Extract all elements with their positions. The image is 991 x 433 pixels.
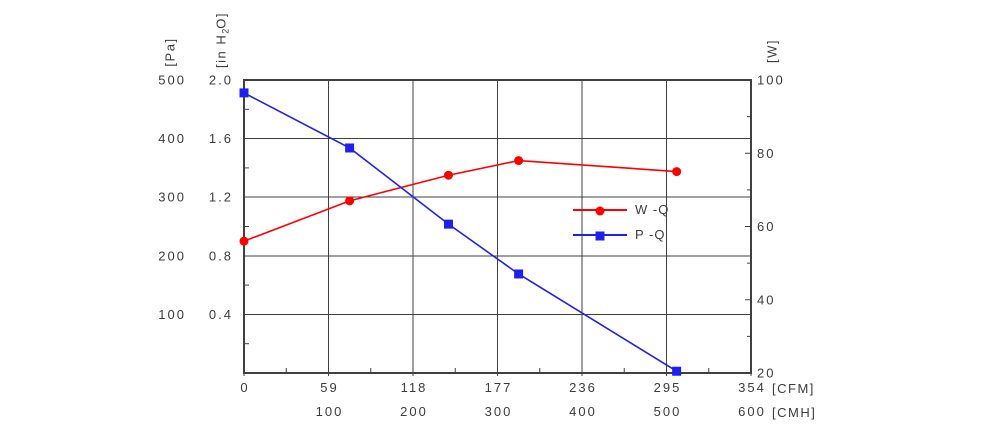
series-0-point-marker <box>514 156 524 166</box>
x-cmh-tick-label: 400 <box>569 404 597 419</box>
left-inh2o-tick-label: 0.8 <box>209 248 233 263</box>
wq-circle-marker-icon <box>595 206 605 215</box>
left-inh2o-tick-label: 1.2 <box>209 190 233 205</box>
x-cmh-tick-label: 300 <box>485 404 513 419</box>
chart-legend: W -Q P -Q <box>573 197 669 247</box>
x-cfm-tick-label: 118 <box>401 380 428 395</box>
legend-item-wq: W -Q <box>573 197 669 222</box>
legend-label-pq: P -Q <box>635 227 666 242</box>
series-1-point-marker <box>345 143 355 153</box>
right-w-tick-label: 80 <box>757 146 775 161</box>
left-pa-tick-label: 200 <box>158 248 186 263</box>
left-inh2o-tick-label: 0.4 <box>209 307 233 322</box>
series-1-point-marker <box>514 269 524 279</box>
series-0-point-marker <box>345 196 355 206</box>
legend-label-wq: W -Q <box>635 202 670 217</box>
series-1-point-marker <box>239 88 249 98</box>
right-w-tick-label: 20 <box>757 366 775 381</box>
wq-line-sample <box>573 206 627 215</box>
x-cfm-tick-label: 59 <box>320 380 338 395</box>
x-cfm-tick-label: 0 <box>240 380 249 395</box>
left-axis-unit-inh2o: [in H2O] <box>214 12 231 68</box>
series-0-point-marker <box>239 236 249 246</box>
legend-item-pq: P -Q <box>573 222 669 247</box>
right-axis-unit-w: [W] <box>764 39 780 63</box>
x-cfm-tick-label: 236 <box>569 380 597 395</box>
left-inh2o-tick-label: 1.6 <box>209 131 233 146</box>
left-axis-unit-pa: [Pa] <box>162 37 178 67</box>
left-pa-tick-label: 500 <box>158 73 186 88</box>
x-cmh-tick-label: 100 <box>316 404 344 419</box>
right-w-tick-label: 60 <box>757 219 775 234</box>
left-pa-tick-label: 100 <box>158 307 186 322</box>
series-1-point-marker <box>672 366 682 376</box>
inh2o-unit-suffix: O] <box>213 12 229 29</box>
right-w-tick-label: 40 <box>757 292 775 307</box>
x-cmh-tick-label: 600 <box>738 404 766 419</box>
left-pa-tick-label: 300 <box>158 190 186 205</box>
series-0-point-marker <box>443 170 453 180</box>
right-w-tick-label: 100 <box>757 73 785 88</box>
x-cfm-tick-label: 177 <box>485 380 513 395</box>
series-1-point-marker <box>443 219 453 229</box>
series-0-point-marker <box>672 167 682 177</box>
pq-square-marker-icon <box>595 231 605 240</box>
x-cfm-tick-label: 295 <box>654 380 682 395</box>
x-cmh-tick-label: 500 <box>654 404 682 419</box>
inh2o-unit-prefix: [in H <box>213 33 229 68</box>
pq-line-sample <box>573 231 627 240</box>
left-inh2o-tick-label: 2.0 <box>209 73 233 88</box>
inh2o-unit-subscript: 2 <box>220 28 231 34</box>
x-axis-unit-cfm: [CFM] <box>772 381 815 396</box>
x-axis-unit-cmh: [CMH] <box>772 405 817 420</box>
x-cfm-tick-label: 354 <box>738 380 766 395</box>
left-pa-tick-label: 400 <box>158 131 186 146</box>
x-cmh-tick-label: 200 <box>400 404 428 419</box>
